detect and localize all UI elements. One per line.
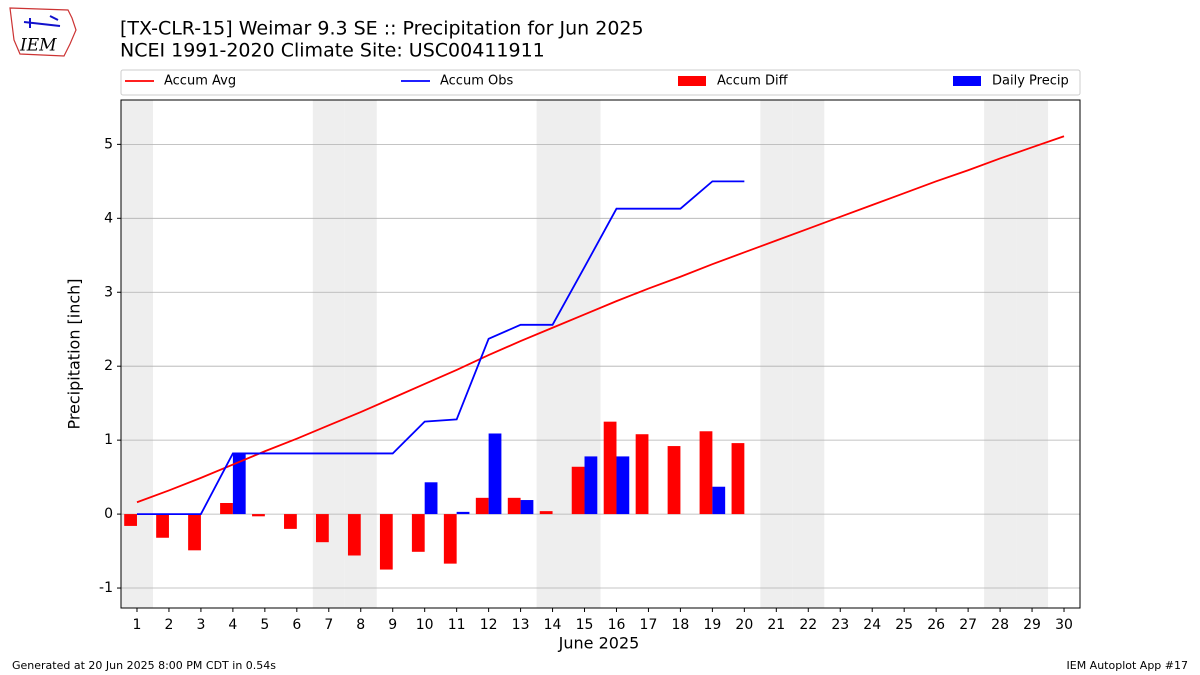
bar: [443, 514, 457, 564]
bar: [475, 497, 489, 515]
x-tick-label: 16: [608, 617, 626, 633]
legend-box: [120, 69, 1081, 96]
bar: [699, 431, 713, 515]
x-tick-label: 1: [133, 617, 142, 633]
chart-subtitle: NCEI 1991-2020 Climate Site: USC00411911: [120, 40, 545, 62]
x-tick-label: 6: [292, 617, 301, 633]
x-tick-label: 30: [1055, 617, 1073, 633]
weekend-shade: [760, 100, 793, 608]
x-tick-label: 17: [640, 617, 658, 633]
bar: [232, 453, 246, 515]
bar: [456, 511, 470, 515]
logo: IEM: [9, 7, 77, 57]
x-tick-label: 9: [388, 617, 397, 633]
x-tick-label: 8: [356, 617, 365, 633]
weekend-shade: [1016, 100, 1049, 608]
legend-label: Accum Obs: [440, 74, 513, 89]
bar: [712, 486, 726, 515]
x-tick-label: 10: [416, 617, 434, 633]
bar: [635, 434, 649, 515]
x-tick-label: 7: [324, 617, 333, 633]
y-tick-label: 3: [104, 284, 113, 300]
y-tick-label: 1: [104, 432, 113, 448]
x-tick-label: 21: [767, 617, 785, 633]
bar: [603, 421, 617, 515]
x-tick-label: 11: [448, 617, 466, 633]
bar: [124, 514, 137, 526]
line: [136, 180, 745, 515]
bar: [156, 514, 169, 538]
x-tick-label: 18: [672, 617, 690, 633]
legend-swatch: [678, 76, 706, 86]
x-tick-label: 25: [895, 617, 913, 633]
x-tick-label: 4: [228, 617, 237, 633]
x-tick-label: 24: [863, 617, 881, 633]
bar: [379, 514, 393, 570]
chart-title: [TX-CLR-15] Weimar 9.3 SE :: Precipitati…: [120, 18, 644, 40]
x-tick-label: 20: [735, 617, 753, 633]
x-tick-label: 13: [512, 617, 530, 633]
legend-label: Daily Precip: [992, 74, 1069, 89]
y-tick-label: 0: [104, 506, 113, 522]
bar: [411, 514, 425, 552]
bar: [616, 456, 630, 515]
legend-swatch: [953, 76, 981, 86]
bar: [520, 500, 534, 515]
bar: [488, 433, 502, 515]
weekend-shade: [984, 100, 1017, 608]
bar: [220, 502, 233, 515]
x-tick-label: 26: [927, 617, 945, 633]
weekend-shade: [536, 100, 569, 608]
x-tick-label: 22: [799, 617, 817, 633]
bar: [667, 446, 681, 515]
y-tick-label: 4: [104, 210, 113, 226]
weekend-shade: [121, 100, 153, 608]
x-tick-label: 2: [164, 617, 173, 633]
x-tick-label: 28: [991, 617, 1009, 633]
bar: [507, 497, 521, 515]
bar: [424, 482, 438, 515]
legend-label: Accum Avg: [164, 74, 236, 89]
x-tick-label: 23: [831, 617, 849, 633]
footer-left: Generated at 20 Jun 2025 8:00 PM CDT in …: [12, 659, 276, 672]
bar: [584, 456, 598, 515]
bar: [539, 511, 553, 515]
bar: [347, 514, 361, 556]
bar: [571, 466, 585, 515]
y-tick-label: 2: [104, 358, 113, 374]
weekend-shade: [792, 100, 825, 608]
x-tick-label: 12: [480, 617, 498, 633]
y-tick-label: 5: [104, 136, 113, 152]
y-axis-label: Precipitation [inch]: [65, 278, 84, 429]
bar: [188, 514, 201, 551]
x-tick-label: 27: [959, 617, 977, 633]
weekend-shade: [568, 100, 601, 608]
bar: [252, 514, 265, 517]
x-tick-label: 3: [196, 617, 205, 633]
logo-icon: [23, 15, 61, 28]
logo-outline: [9, 7, 77, 57]
x-tick-label: 29: [1023, 617, 1041, 633]
line: [136, 135, 1065, 504]
footer-right: IEM Autoplot App #17: [1067, 659, 1189, 672]
logo-text: IEM: [19, 36, 57, 56]
x-tick-label: 19: [703, 617, 721, 633]
bar: [315, 514, 329, 543]
x-tick-label: 14: [544, 617, 562, 633]
bar: [731, 443, 745, 515]
x-tick-label: 5: [260, 617, 269, 633]
legend-label: Accum Diff: [717, 74, 789, 89]
plot-frame: [120, 99, 1081, 609]
y-tick-label: -1: [99, 580, 113, 596]
x-axis-label: June 2025: [558, 634, 640, 653]
bar: [284, 514, 297, 529]
x-tick-label: 15: [576, 617, 594, 633]
